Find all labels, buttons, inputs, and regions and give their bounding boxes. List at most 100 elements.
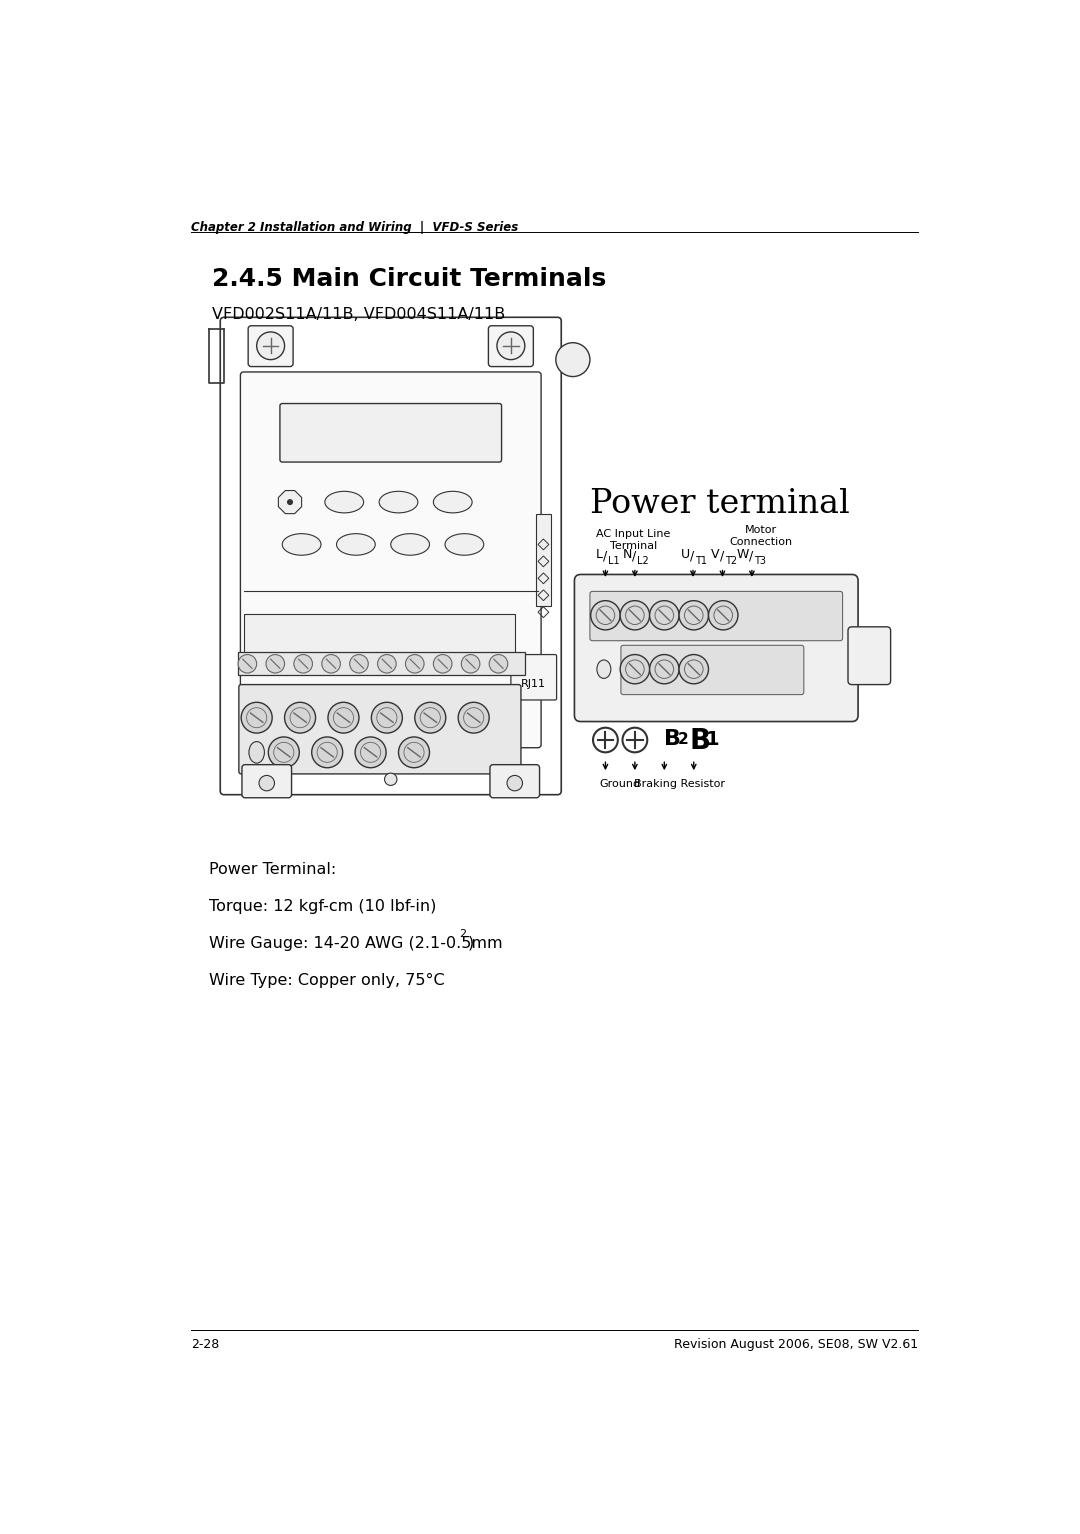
Circle shape — [287, 500, 293, 505]
FancyBboxPatch shape — [242, 764, 292, 798]
Circle shape — [620, 601, 649, 630]
Ellipse shape — [445, 534, 484, 555]
Circle shape — [328, 703, 359, 733]
Ellipse shape — [391, 534, 430, 555]
FancyBboxPatch shape — [243, 614, 515, 667]
Text: L2: L2 — [637, 555, 649, 566]
Text: Chapter 2 Installation and Wiring  |  VFD-S Series: Chapter 2 Installation and Wiring | VFD-… — [191, 221, 518, 235]
Circle shape — [273, 742, 294, 762]
Circle shape — [312, 736, 342, 767]
Circle shape — [649, 655, 679, 684]
Text: B: B — [689, 727, 711, 755]
Text: W: W — [737, 548, 748, 561]
Ellipse shape — [282, 534, 321, 555]
Circle shape — [461, 655, 480, 673]
Text: N: N — [622, 548, 632, 561]
Text: T1: T1 — [696, 555, 707, 566]
Circle shape — [853, 649, 878, 673]
Circle shape — [405, 655, 424, 673]
Circle shape — [322, 655, 340, 673]
Text: /: / — [750, 549, 753, 563]
Text: 2-28: 2-28 — [191, 1338, 219, 1350]
Polygon shape — [279, 491, 301, 514]
Text: Revision August 2006, SE08, SW V2.61: Revision August 2006, SE08, SW V2.61 — [674, 1338, 918, 1350]
Text: Motor
Connection: Motor Connection — [730, 525, 793, 546]
Text: 1: 1 — [705, 730, 719, 749]
FancyBboxPatch shape — [488, 325, 534, 367]
Circle shape — [463, 707, 484, 727]
Circle shape — [656, 606, 674, 624]
FancyBboxPatch shape — [241, 371, 541, 747]
Circle shape — [649, 601, 679, 630]
Circle shape — [399, 736, 430, 767]
Text: /: / — [632, 549, 636, 563]
FancyBboxPatch shape — [238, 652, 525, 675]
FancyBboxPatch shape — [536, 514, 551, 606]
Circle shape — [497, 331, 525, 359]
FancyBboxPatch shape — [575, 574, 859, 721]
Ellipse shape — [248, 741, 265, 762]
Circle shape — [259, 776, 274, 792]
Circle shape — [238, 655, 257, 673]
Text: RJ11: RJ11 — [521, 680, 545, 689]
Text: Power terminal: Power terminal — [591, 488, 850, 520]
Text: B: B — [664, 729, 681, 749]
Circle shape — [378, 655, 396, 673]
Circle shape — [591, 601, 620, 630]
Circle shape — [294, 655, 312, 673]
Circle shape — [714, 606, 732, 624]
Ellipse shape — [325, 491, 364, 512]
Text: /: / — [719, 549, 724, 563]
Circle shape — [334, 707, 353, 727]
Text: 2.4.5 Main Circuit Terminals: 2.4.5 Main Circuit Terminals — [213, 267, 607, 291]
Circle shape — [350, 655, 368, 673]
Circle shape — [372, 703, 403, 733]
Circle shape — [415, 703, 446, 733]
Text: U: U — [680, 548, 690, 561]
Circle shape — [556, 342, 590, 376]
Circle shape — [620, 655, 649, 684]
Ellipse shape — [379, 491, 418, 512]
Circle shape — [284, 703, 315, 733]
Text: L1: L1 — [608, 555, 619, 566]
Ellipse shape — [597, 660, 611, 678]
FancyBboxPatch shape — [220, 318, 562, 795]
Circle shape — [679, 655, 708, 684]
Circle shape — [246, 707, 267, 727]
Ellipse shape — [433, 491, 472, 512]
Circle shape — [384, 773, 397, 785]
FancyBboxPatch shape — [248, 325, 293, 367]
Text: Wire Gauge: 14-20 AWG (2.1-0.5mm: Wire Gauge: 14-20 AWG (2.1-0.5mm — [208, 936, 502, 951]
Circle shape — [489, 655, 508, 673]
Text: /: / — [603, 549, 607, 563]
Circle shape — [318, 742, 337, 762]
Text: /: / — [690, 549, 694, 563]
Text: Ground: Ground — [599, 779, 640, 788]
FancyBboxPatch shape — [848, 627, 891, 684]
Circle shape — [377, 707, 397, 727]
Circle shape — [625, 660, 644, 678]
Text: V: V — [711, 548, 719, 561]
Circle shape — [420, 707, 441, 727]
Circle shape — [291, 707, 310, 727]
Text: Wire Type: Copper only, 75°C: Wire Type: Copper only, 75°C — [208, 973, 444, 988]
Text: Torque: 12 kgf-cm (10 lbf-in): Torque: 12 kgf-cm (10 lbf-in) — [208, 899, 436, 914]
Circle shape — [404, 742, 424, 762]
Text: L: L — [595, 548, 603, 561]
FancyBboxPatch shape — [590, 592, 842, 641]
FancyBboxPatch shape — [490, 764, 540, 798]
Text: 2: 2 — [459, 928, 467, 939]
Circle shape — [685, 606, 703, 624]
Circle shape — [266, 655, 284, 673]
FancyBboxPatch shape — [511, 655, 556, 700]
Circle shape — [685, 660, 703, 678]
Circle shape — [241, 703, 272, 733]
Circle shape — [625, 606, 644, 624]
Circle shape — [679, 601, 708, 630]
Text: T2: T2 — [725, 555, 737, 566]
Text: AC Input Line
Terminal: AC Input Line Terminal — [596, 529, 671, 551]
Circle shape — [507, 776, 523, 792]
FancyBboxPatch shape — [280, 403, 501, 462]
Circle shape — [656, 660, 674, 678]
Circle shape — [355, 736, 387, 767]
